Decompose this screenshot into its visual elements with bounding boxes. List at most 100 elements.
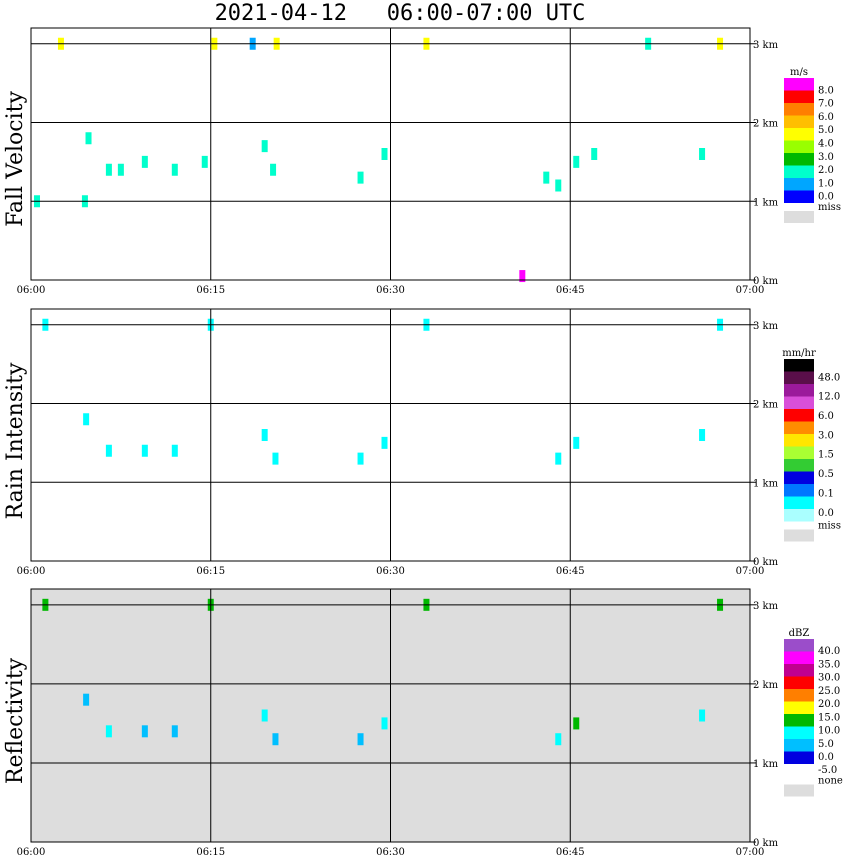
colorbar-swatch <box>784 421 814 434</box>
colorbar-unit: dBZ <box>789 628 810 639</box>
panel-frame <box>30 308 751 562</box>
colorbar-label: 12.0 <box>818 392 840 403</box>
x-tick-label: 07:00 <box>736 566 765 577</box>
colorbar-label: 8.0 <box>818 85 834 96</box>
colorbar-label: 6.0 <box>818 411 834 422</box>
colorbar-label: 3.0 <box>818 152 834 163</box>
colorbar-swatch <box>784 714 814 727</box>
colorbar-swatch <box>784 496 814 509</box>
x-tick-label: 07:00 <box>736 847 765 858</box>
colorbar-label: 20.0 <box>818 699 840 710</box>
colorbar-swatch <box>784 128 814 141</box>
colorbar-swatch <box>784 651 814 664</box>
x-tick-label: 06:15 <box>196 847 225 858</box>
y-tick-label: 3 km <box>753 321 779 332</box>
colorbar-swatch <box>784 689 814 702</box>
x-tick-label: 06:30 <box>376 566 405 577</box>
x-tick-label: 06:45 <box>556 847 585 858</box>
echo-cell <box>381 436 388 449</box>
echo-cell <box>141 155 148 168</box>
echo-cell <box>141 444 148 457</box>
colorbar-label: -5.0 <box>818 765 837 776</box>
colorbar-swatch <box>784 459 814 472</box>
echo-cell <box>141 725 148 738</box>
y-tick-label: 0 km <box>753 838 779 849</box>
colorbar-miss-label: miss <box>818 202 841 213</box>
colorbar-unit: m/s <box>790 67 808 78</box>
x-tick-label: 06:15 <box>196 285 225 296</box>
colorbar-label: 5.0 <box>818 125 834 136</box>
colorbar-label: 0.0 <box>818 192 834 203</box>
colorbar-miss-swatch <box>784 529 814 542</box>
colorbar-swatch <box>784 434 814 447</box>
colorbar-label: 7.0 <box>818 99 834 110</box>
colorbar-swatch <box>784 178 814 191</box>
colorbar-swatch <box>784 664 814 677</box>
y-tick-label: 0 km <box>753 557 779 568</box>
colorbar-swatch <box>784 359 814 372</box>
colorbar-swatch <box>784 409 814 422</box>
colorbar-label: 0.0 <box>818 508 834 519</box>
y-tick-label: 3 km <box>753 40 779 51</box>
colorbar-unit: mm/hr <box>782 348 816 359</box>
colorbar-swatch <box>784 165 814 178</box>
colorbar-swatch <box>784 739 814 752</box>
echo-cell <box>105 163 112 176</box>
colorbar-label: 15.0 <box>818 712 840 723</box>
colorbar-miss-label: none <box>818 776 843 787</box>
y-tick-label: 2 km <box>753 680 779 691</box>
colorbar-swatch <box>784 701 814 714</box>
colorbar-label: 40.0 <box>818 646 840 657</box>
y-tick-label: 2 km <box>753 119 779 130</box>
colorbar-swatch <box>784 371 814 384</box>
x-tick-label: 06:15 <box>196 566 225 577</box>
colorbar-swatch <box>784 140 814 153</box>
echo-cell <box>381 148 388 160</box>
colorbar-miss-label: miss <box>818 521 841 532</box>
echo-cell <box>201 155 208 168</box>
echo-cell <box>555 733 562 746</box>
colorbar-swatch <box>784 90 814 103</box>
echo-cell <box>171 725 178 738</box>
echo-cell <box>83 413 90 426</box>
echo-cell <box>117 163 124 176</box>
echo-cell <box>543 171 550 184</box>
colorbar-label: 1.5 <box>818 450 834 461</box>
echo-cell <box>555 452 562 465</box>
echo-cell <box>573 155 580 168</box>
colorbar-swatch <box>784 103 814 116</box>
echo-cell <box>591 148 598 160</box>
colorbar-miss-swatch <box>784 784 814 797</box>
colorbar-label: 48.0 <box>818 372 840 383</box>
colorbar-label: 0.0 <box>818 752 834 763</box>
panel-frame <box>30 27 751 281</box>
colorbar-label: 30.0 <box>818 673 840 684</box>
echo-cell <box>105 444 112 457</box>
colorbar-label: 1.0 <box>818 178 834 189</box>
x-tick-label: 06:45 <box>556 566 585 577</box>
colorbar-swatch <box>784 384 814 397</box>
y-tick-label: 3 km <box>753 601 779 612</box>
echo-cell <box>357 171 364 184</box>
echo-cell <box>171 444 178 457</box>
echo-cell <box>105 725 112 738</box>
x-tick-label: 06:00 <box>17 847 46 858</box>
echo-cell <box>573 717 580 730</box>
colorbar-swatch <box>784 78 814 91</box>
colorbar-swatch <box>784 639 814 652</box>
echo-cell <box>573 436 580 449</box>
colorbar-label: 0.5 <box>818 469 834 480</box>
panel-frame <box>30 588 751 843</box>
echo-cell <box>83 693 90 706</box>
colorbar-label: 2.0 <box>818 165 834 176</box>
y-tick-label: 1 km <box>753 478 779 489</box>
echo-cell <box>699 709 706 722</box>
y-tick-label: 0 km <box>753 276 779 287</box>
echo-cell <box>381 717 388 730</box>
y-tick-label: 1 km <box>753 197 779 208</box>
colorbar-label: 0.1 <box>818 488 834 499</box>
chart-title: 2021-04-12 06:00-07:00 UTC <box>214 1 586 26</box>
colorbar-swatch <box>784 396 814 409</box>
colorbar-swatch <box>784 446 814 459</box>
echo-cell <box>357 733 364 746</box>
